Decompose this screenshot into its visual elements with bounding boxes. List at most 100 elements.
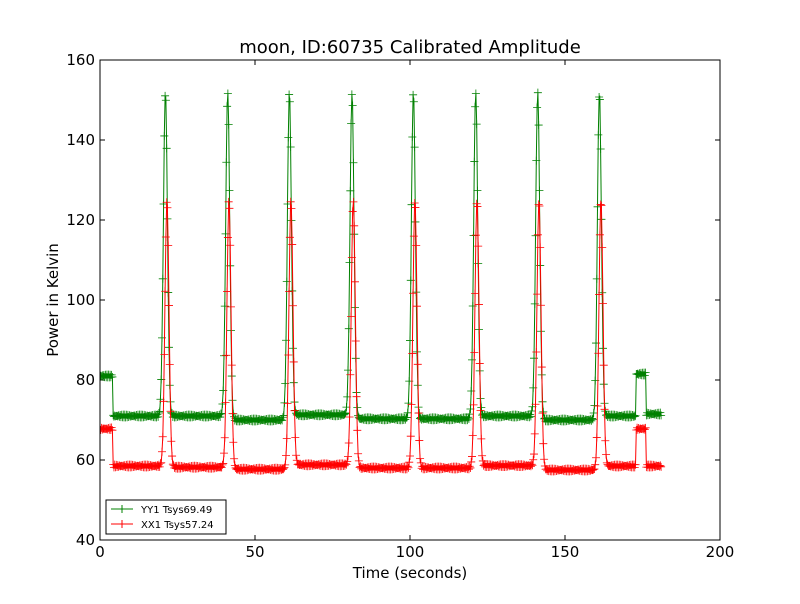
data-point bbox=[536, 243, 545, 252]
data-point bbox=[278, 465, 287, 474]
data-point bbox=[526, 412, 535, 421]
data-point bbox=[406, 432, 415, 441]
data-point bbox=[288, 240, 297, 249]
data-point bbox=[468, 302, 477, 311]
data-point bbox=[282, 451, 290, 460]
data-point bbox=[108, 426, 117, 435]
data-point bbox=[404, 463, 413, 472]
data-point bbox=[409, 90, 418, 99]
data-point bbox=[467, 457, 476, 466]
data-point bbox=[346, 370, 355, 379]
data-point bbox=[592, 433, 601, 442]
data-point bbox=[354, 456, 363, 465]
data-point bbox=[471, 231, 480, 240]
data-point bbox=[162, 144, 171, 153]
data-point bbox=[292, 451, 301, 460]
data-point bbox=[466, 463, 475, 472]
data-point bbox=[412, 302, 421, 311]
data-point bbox=[533, 103, 542, 112]
data-point bbox=[640, 425, 649, 434]
data-point bbox=[472, 120, 481, 129]
data-point bbox=[222, 351, 231, 360]
data-point bbox=[354, 449, 363, 458]
data-point bbox=[589, 465, 598, 474]
data-point bbox=[288, 301, 297, 310]
data-point bbox=[478, 451, 487, 460]
data-point bbox=[223, 287, 232, 296]
data-point bbox=[596, 144, 605, 153]
data-point bbox=[347, 90, 356, 99]
data-point bbox=[592, 453, 600, 462]
data-point bbox=[465, 462, 474, 471]
data-point bbox=[228, 409, 237, 418]
data-point bbox=[473, 186, 482, 195]
data-point bbox=[413, 360, 422, 369]
data-point bbox=[534, 200, 543, 209]
data-point bbox=[349, 158, 358, 167]
data-point bbox=[285, 97, 294, 106]
data-point bbox=[601, 407, 610, 416]
data-point bbox=[287, 204, 296, 213]
data-point bbox=[533, 88, 542, 97]
y-tick-label: 160 bbox=[66, 51, 95, 69]
data-point bbox=[160, 350, 169, 359]
data-point bbox=[539, 407, 548, 416]
data-point bbox=[161, 91, 170, 100]
chart-title: moon, ID:60735 Calibrated Amplitude bbox=[239, 37, 581, 58]
data-point bbox=[602, 450, 611, 459]
data-point bbox=[292, 456, 301, 465]
data-point bbox=[471, 289, 480, 298]
data-point bbox=[156, 459, 165, 468]
data-point bbox=[285, 90, 294, 99]
data-point bbox=[402, 413, 411, 422]
data-point bbox=[348, 101, 357, 110]
data-point bbox=[598, 344, 607, 353]
data-point bbox=[595, 230, 604, 239]
data-point bbox=[108, 372, 117, 381]
data-point bbox=[278, 416, 287, 425]
data-point bbox=[403, 462, 412, 471]
data-point bbox=[155, 407, 164, 416]
data-point bbox=[279, 464, 288, 473]
y-tick-label: 100 bbox=[66, 291, 95, 309]
data-point bbox=[154, 412, 163, 421]
data-point bbox=[230, 412, 239, 421]
data-point bbox=[403, 408, 412, 417]
y-tick-label: 140 bbox=[66, 131, 95, 149]
data-point bbox=[588, 465, 597, 474]
data-point bbox=[278, 413, 287, 422]
data-point bbox=[217, 409, 226, 418]
data-point bbox=[526, 462, 535, 471]
data-point bbox=[415, 436, 424, 445]
data-point bbox=[588, 415, 597, 424]
data-point bbox=[657, 411, 666, 420]
data-point bbox=[281, 460, 290, 469]
data-point bbox=[527, 460, 536, 469]
data-point bbox=[588, 414, 597, 423]
legend-label-xx1: XX1 Tsys57.24 bbox=[141, 520, 214, 531]
data-point bbox=[286, 197, 295, 206]
data-point bbox=[594, 349, 603, 358]
data-point bbox=[156, 395, 165, 404]
plot-frame bbox=[99, 59, 721, 541]
data-point bbox=[223, 89, 232, 98]
data-point bbox=[656, 461, 665, 470]
data-point bbox=[409, 289, 418, 298]
data-point bbox=[471, 89, 480, 98]
data-point bbox=[540, 455, 549, 464]
data-point bbox=[631, 411, 640, 420]
data-point bbox=[230, 454, 239, 463]
data-point bbox=[408, 132, 417, 141]
data-point bbox=[471, 102, 480, 111]
data-point bbox=[351, 336, 360, 345]
data-point bbox=[470, 348, 479, 357]
data-point bbox=[159, 397, 168, 406]
data-point bbox=[589, 409, 598, 418]
data-point bbox=[476, 406, 485, 415]
data-point bbox=[290, 406, 299, 415]
data-point bbox=[164, 343, 173, 352]
data-point bbox=[474, 242, 483, 251]
data-point bbox=[532, 156, 541, 165]
data-point bbox=[416, 458, 425, 467]
data-point bbox=[347, 119, 356, 128]
